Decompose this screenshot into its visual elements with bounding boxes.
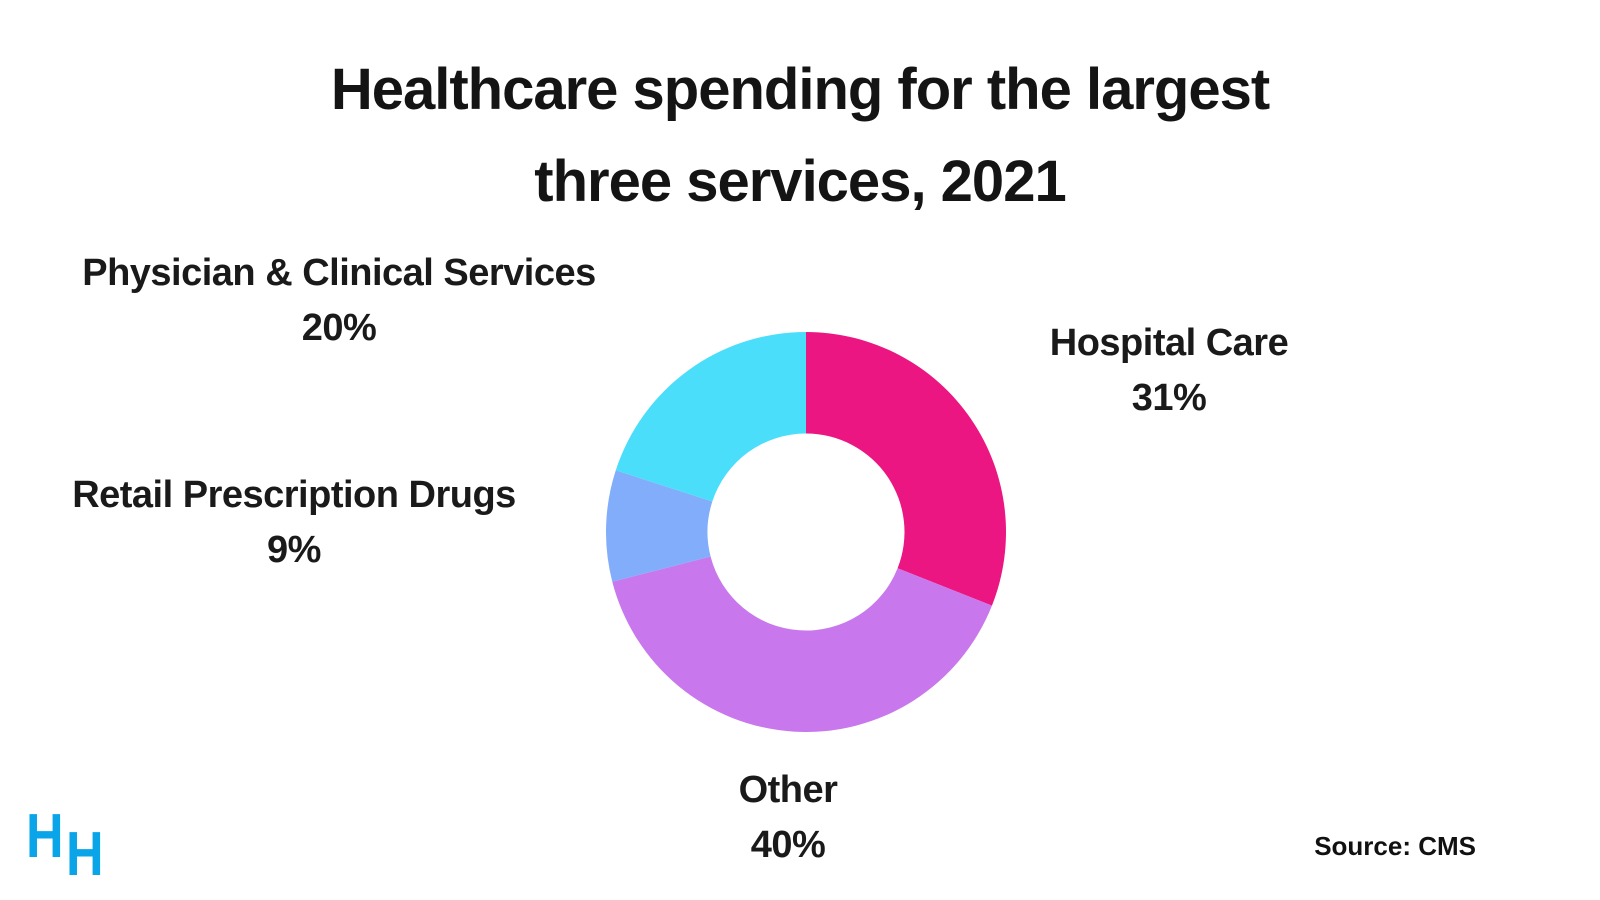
donut-slice-retail-prescription-drugs: [606, 470, 713, 582]
slice-label-name: Hospital Care: [1049, 322, 1289, 364]
donut-chart: [606, 332, 1006, 732]
chart-title: Healthcare spending for the largest thre…: [0, 44, 1600, 228]
slice-label-name: Physician & Clinical Services: [82, 252, 596, 294]
slice-label-name: Retail Prescription Drugs: [72, 474, 516, 516]
label-retail-prescription-drugs: Retail Prescription Drugs 9%: [72, 468, 516, 578]
chart-title-line-1: Healthcare spending for the largest: [330, 57, 1270, 122]
donut-slice-hospital-care: [806, 332, 1006, 606]
slice-label-percent: 20%: [301, 307, 377, 349]
label-other: Other 40%: [739, 763, 838, 873]
slice-label-percent: 31%: [1131, 377, 1207, 419]
logo-letter-h-2: H: [66, 820, 104, 889]
donut-slice-other: [612, 556, 992, 732]
source-attribution: Source: CMS: [1314, 831, 1476, 861]
logo-letter-h-1: H: [26, 802, 64, 871]
slice-label-percent: 40%: [750, 824, 826, 866]
label-physician-clinical-services: Physician & Clinical Services 20%: [82, 246, 596, 356]
slice-label-percent: 9%: [267, 529, 321, 571]
chart-title-line-2: three services, 2021: [534, 149, 1066, 214]
donut-slice-physician-clinical-services: [615, 332, 806, 502]
label-hospital-care: Hospital Care 31%: [1049, 316, 1289, 426]
brand-logo: H H: [0, 0, 130, 900]
slice-label-name: Other: [738, 769, 838, 811]
